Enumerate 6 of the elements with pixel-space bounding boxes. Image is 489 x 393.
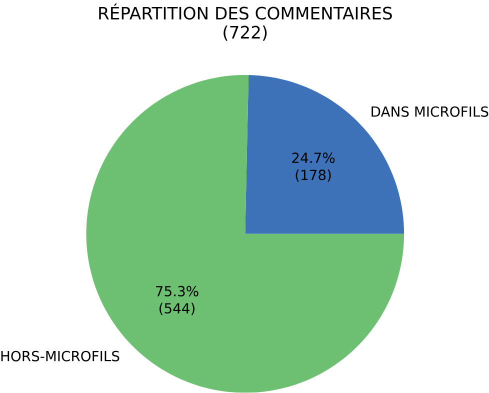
chart-title: RÉPARTITION DES COMMENTAIRES [99, 4, 392, 20]
data-label: 24.7% (178) [292, 152, 335, 182]
chart-subtitle: (722) [224, 26, 267, 41]
slice-label: DANS MICROFILS [372, 106, 488, 117]
data-label: 75.3% (544) [156, 286, 198, 316]
slice-label: HORS-MICROFILS [1, 350, 120, 362]
